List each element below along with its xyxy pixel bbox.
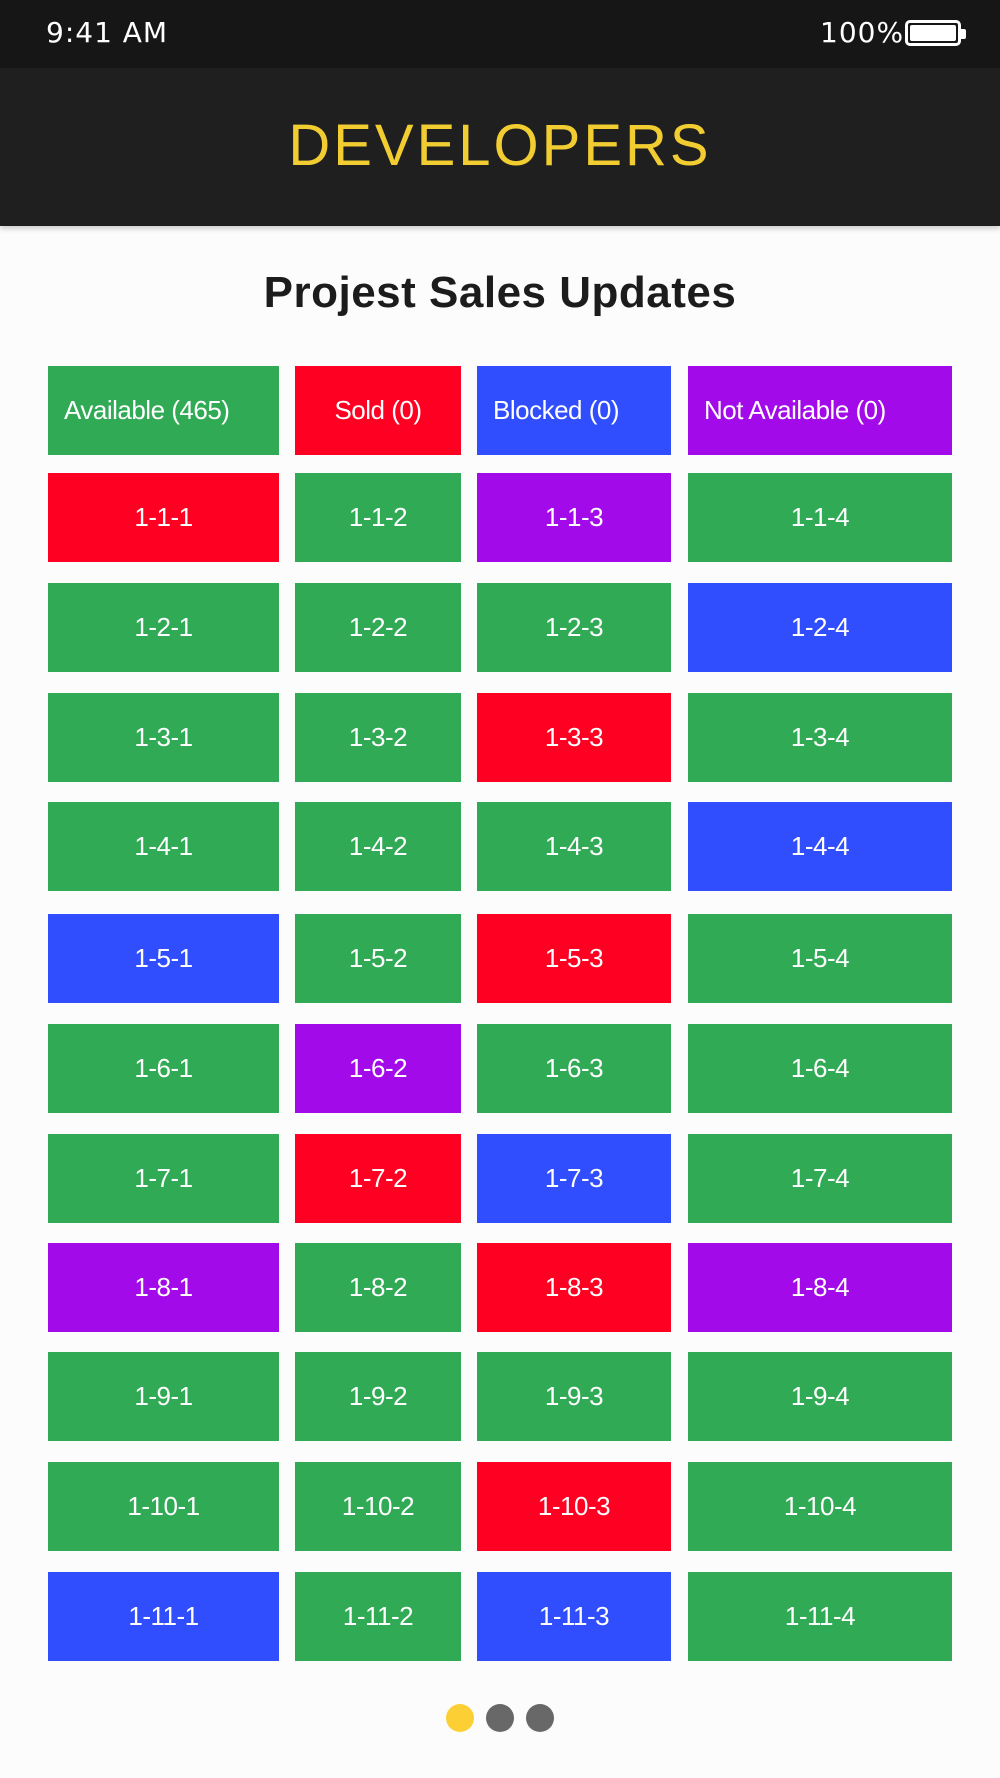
unit-tile-1-5-4[interactable]: 1-5-4 [688,914,952,1003]
unit-tile-1-7-3[interactable]: 1-7-3 [477,1134,671,1223]
unit-tile-1-2-3[interactable]: 1-2-3 [477,583,671,672]
unit-tile-1-11-4[interactable]: 1-11-4 [688,1572,952,1661]
unit-tile-1-2-1[interactable]: 1-2-1 [48,583,279,672]
page-indicator [446,1704,556,1732]
unit-tile-1-3-3[interactable]: 1-3-3 [477,693,671,782]
unit-tile-1-8-1[interactable]: 1-8-1 [48,1243,279,1332]
unit-tile-1-6-1[interactable]: 1-6-1 [48,1024,279,1113]
unit-tile-1-9-1[interactable]: 1-9-1 [48,1352,279,1441]
unit-tile-1-4-1[interactable]: 1-4-1 [48,802,279,891]
battery-percent: 100% [820,16,905,49]
page-title: Projest Sales Updates [263,268,737,317]
unit-tile-1-5-3[interactable]: 1-5-3 [477,914,671,1003]
unit-tile-1-6-2[interactable]: 1-6-2 [295,1024,461,1113]
unit-tile-1-9-4[interactable]: 1-9-4 [688,1352,952,1441]
legend-available[interactable]: Available (465) [48,366,279,455]
unit-tile-1-10-2[interactable]: 1-10-2 [295,1462,461,1551]
unit-tile-1-8-3[interactable]: 1-8-3 [477,1243,671,1332]
status-time: 9:41 AM [46,16,169,49]
unit-tile-1-3-4[interactable]: 1-3-4 [688,693,952,782]
page-dot-2[interactable] [486,1704,514,1732]
unit-tile-1-4-3[interactable]: 1-4-3 [477,802,671,891]
unit-tile-1-4-2[interactable]: 1-4-2 [295,802,461,891]
status-bar: 9:41 AM 100% [0,0,1000,68]
battery-icon [905,20,966,46]
legend-blocked[interactable]: Blocked (0) [477,366,671,455]
unit-tile-1-4-4[interactable]: 1-4-4 [688,802,952,891]
unit-tile-1-3-1[interactable]: 1-3-1 [48,693,279,782]
unit-tile-1-3-2[interactable]: 1-3-2 [295,693,461,782]
unit-tile-1-11-3[interactable]: 1-11-3 [477,1572,671,1661]
app-title: DEVELOPERS [288,113,712,178]
unit-tile-1-8-4[interactable]: 1-8-4 [688,1243,952,1332]
unit-tile-1-10-3[interactable]: 1-10-3 [477,1462,671,1551]
unit-tile-1-2-4[interactable]: 1-2-4 [688,583,952,672]
unit-tile-1-1-3[interactable]: 1-1-3 [477,473,671,562]
page-dot-1[interactable] [446,1704,474,1732]
unit-tile-1-5-2[interactable]: 1-5-2 [295,914,461,1003]
unit-tile-1-11-2[interactable]: 1-11-2 [295,1572,461,1661]
unit-tile-1-9-3[interactable]: 1-9-3 [477,1352,671,1441]
unit-tile-1-11-1[interactable]: 1-11-1 [48,1572,279,1661]
unit-tile-1-7-1[interactable]: 1-7-1 [48,1134,279,1223]
unit-tile-1-6-3[interactable]: 1-6-3 [477,1024,671,1113]
unit-tile-1-8-2[interactable]: 1-8-2 [295,1243,461,1332]
unit-tile-1-1-2[interactable]: 1-1-2 [295,473,461,562]
unit-tile-1-10-1[interactable]: 1-10-1 [48,1462,279,1551]
unit-tile-1-5-1[interactable]: 1-5-1 [48,914,279,1003]
unit-tile-1-1-4[interactable]: 1-1-4 [688,473,952,562]
legend-not-available[interactable]: Not Available (0) [688,366,952,455]
unit-tile-1-6-4[interactable]: 1-6-4 [688,1024,952,1113]
unit-tile-1-10-4[interactable]: 1-10-4 [688,1462,952,1551]
unit-tile-1-2-2[interactable]: 1-2-2 [295,583,461,672]
page-dot-3[interactable] [526,1704,554,1732]
app-header: DEVELOPERS [0,68,1000,226]
unit-tile-1-1-1[interactable]: 1-1-1 [48,473,279,562]
unit-tile-1-7-2[interactable]: 1-7-2 [295,1134,461,1223]
unit-tile-1-7-4[interactable]: 1-7-4 [688,1134,952,1223]
unit-tile-1-9-2[interactable]: 1-9-2 [295,1352,461,1441]
legend-sold[interactable]: Sold (0) [295,366,461,455]
